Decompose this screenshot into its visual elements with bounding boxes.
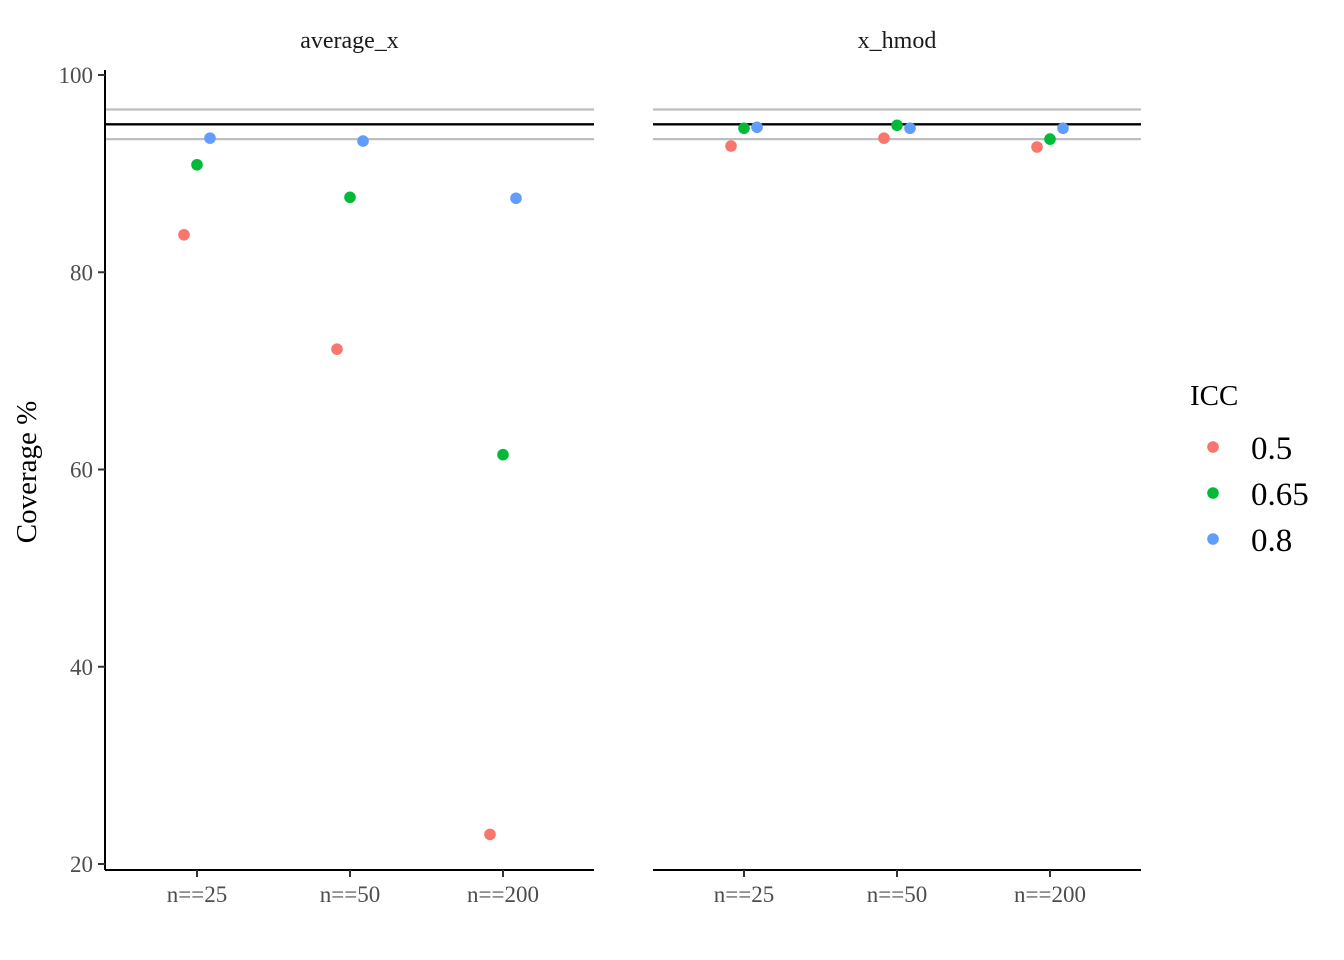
point-icc-0.65-n==50	[344, 191, 356, 204]
legend-label: 0.65	[1251, 477, 1309, 513]
panel-average_x: average_x n==25 n==50 n==200 20 40 60 80 100	[59, 28, 594, 907]
y-tick-label: 20	[70, 852, 93, 877]
point-icc-0.65-n==50	[891, 119, 903, 132]
x-tick-label: n==25	[714, 882, 774, 907]
point-icc-0.65-n==25	[738, 122, 750, 135]
legend-label: 0.8	[1251, 523, 1292, 559]
legend-label: 0.5	[1251, 431, 1292, 467]
point-icc-0.8-n==25	[204, 132, 216, 144]
panel-x_hmod: x_hmod n==25 n==50 n==200	[653, 28, 1141, 907]
y-axis-title: Coverage %	[11, 401, 43, 544]
point-icc-0.5-n==200	[1031, 141, 1043, 153]
x-tick-label: n==50	[320, 882, 380, 907]
point-icc-0.8-n==200	[1057, 122, 1069, 135]
legend-key-0.65	[1207, 487, 1219, 499]
panel-title: x_hmod	[858, 28, 937, 54]
point-icc-0.65-n==25	[191, 158, 203, 171]
point-icc-0.8-n==25	[751, 121, 763, 134]
point-icc-0.5-n==50	[331, 343, 343, 355]
point-icc-0.65-n==200	[497, 448, 509, 461]
y-tick-label: 80	[70, 260, 93, 285]
point-icc-0.5-n==200	[484, 828, 496, 841]
legend-items: 0.5 0.65 0.8	[1207, 431, 1309, 559]
y-tick-label: 100	[59, 63, 94, 88]
point-icc-0.65-n==200	[1044, 133, 1056, 145]
point-icc-0.8-n==200	[510, 192, 522, 205]
x-tick-label: n==200	[467, 882, 539, 907]
point-icc-0.8-n==50	[904, 122, 916, 135]
y-tick-label: 60	[70, 458, 93, 483]
point-icc-0.5-n==50	[878, 132, 890, 144]
point-icc-0.8-n==50	[357, 135, 369, 147]
x-tick-label: n==50	[867, 882, 927, 907]
legend: ICC 0.5 0.65 0.8	[1190, 380, 1309, 559]
legend-key-0.5	[1207, 441, 1219, 453]
point-icc-0.5-n==25	[725, 140, 737, 152]
legend-key-0.8	[1207, 533, 1219, 545]
y-tick-label: 40	[70, 655, 93, 680]
panel-title: average_x	[300, 28, 399, 54]
facet-panels: average_x n==25 n==50 n==200 20 40 60 80 100 x_hm…	[59, 28, 1141, 907]
x-tick-label: n==25	[167, 882, 227, 907]
point-icc-0.5-n==25	[178, 228, 190, 241]
x-tick-label: n==200	[1014, 882, 1086, 907]
legend-title: ICC	[1190, 380, 1238, 412]
